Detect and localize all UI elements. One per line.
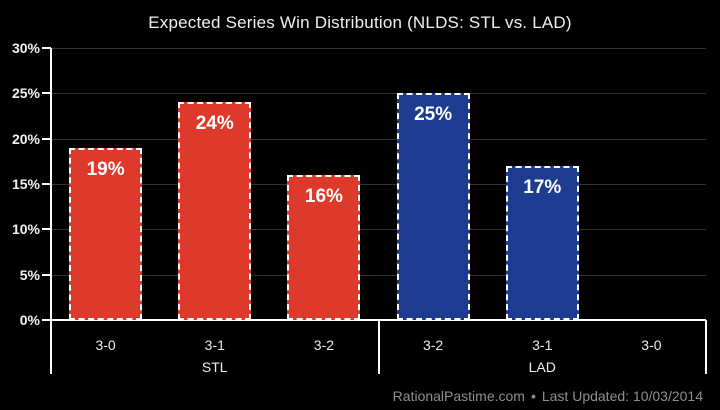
y-axis-tick-label: 5%	[19, 266, 40, 283]
x-axis-tick-label: 3-2	[422, 337, 444, 353]
x-axis-tick-label: 3-0	[641, 337, 662, 353]
group-label-lad: LAD	[528, 359, 556, 375]
y-axis-line	[50, 48, 52, 374]
y-axis-tick-label: 20%	[11, 130, 40, 147]
x-axis-tick-label: 3-1	[532, 337, 553, 353]
x-axis-tick-label: 3-2	[313, 337, 335, 353]
bar-stl-3-2: 16%	[287, 174, 361, 320]
bar-stl-3-0: 19%	[69, 147, 143, 320]
bar-lad-3-1: 17%	[505, 165, 579, 320]
group-separator	[705, 320, 707, 374]
footer-last-updated: Last Updated: 10/03/2014	[541, 388, 703, 404]
group-label-stl: STL	[201, 359, 228, 375]
bar-value-label: 24%	[195, 113, 234, 135]
y-axis-tick	[42, 228, 51, 231]
footer-site: RationalPastime.com	[392, 388, 525, 404]
bar-value-label: 25%	[414, 104, 453, 126]
y-axis-tick-label: 15%	[11, 176, 40, 192]
y-axis-tick-label: 30%	[11, 40, 40, 56]
bar-value-label: 16%	[304, 185, 343, 207]
footer-separator-icon: •	[530, 388, 536, 404]
y-axis-tick	[42, 92, 51, 95]
y-axis-tick	[42, 137, 51, 140]
group-separator	[377, 320, 380, 374]
x-axis-tick-label: 3-1	[204, 337, 225, 353]
y-axis-tick	[42, 183, 51, 185]
footer: RationalPastime.com • Last Updated: 10/03/…	[390, 388, 706, 404]
gridline-10%	[51, 229, 706, 231]
y-axis-tick	[42, 273, 51, 276]
y-axis-tick-label: 10%	[11, 221, 40, 238]
gridline-5%	[51, 274, 706, 276]
y-axis-tick	[42, 319, 51, 321]
bar-lad-3-2: 25%	[396, 93, 470, 320]
y-axis-tick-label: 25%	[11, 85, 40, 102]
y-axis-tick	[42, 47, 51, 49]
y-axis-tick-label: 0%	[19, 312, 40, 328]
x-axis-tick-label: 3-0	[95, 337, 116, 353]
gridline-15%	[51, 184, 706, 185]
gridline-20%	[51, 138, 706, 140]
bar-stl-3-1: 24%	[178, 102, 252, 320]
gridline-30%	[51, 48, 706, 49]
bar-value-label: 17%	[523, 176, 562, 198]
gridline-25%	[51, 93, 706, 95]
bar-value-label: 19%	[86, 158, 125, 180]
chart-title: Expected Series Win Distribution (NLDS: …	[148, 13, 572, 32]
